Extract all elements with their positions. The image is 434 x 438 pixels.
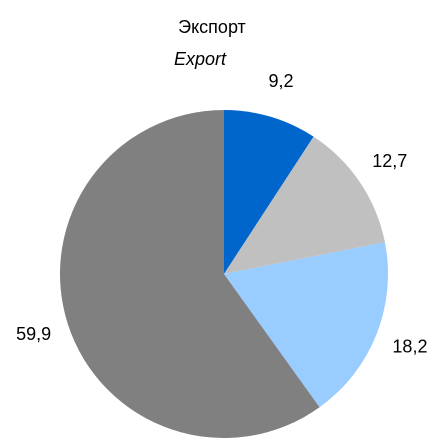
- pie-slice: [224, 110, 314, 274]
- chart-title: Экспорт: [178, 17, 246, 37]
- data-label: 18,2: [392, 336, 427, 356]
- chart-subtitle: Export: [174, 49, 227, 69]
- data-label: 59,9: [16, 324, 51, 344]
- pie-slice: [224, 242, 388, 408]
- pie-slice: [59, 109, 320, 438]
- data-label: 12,7: [372, 151, 407, 171]
- pie-slice: [224, 136, 385, 274]
- data-label: 9,2: [268, 71, 293, 91]
